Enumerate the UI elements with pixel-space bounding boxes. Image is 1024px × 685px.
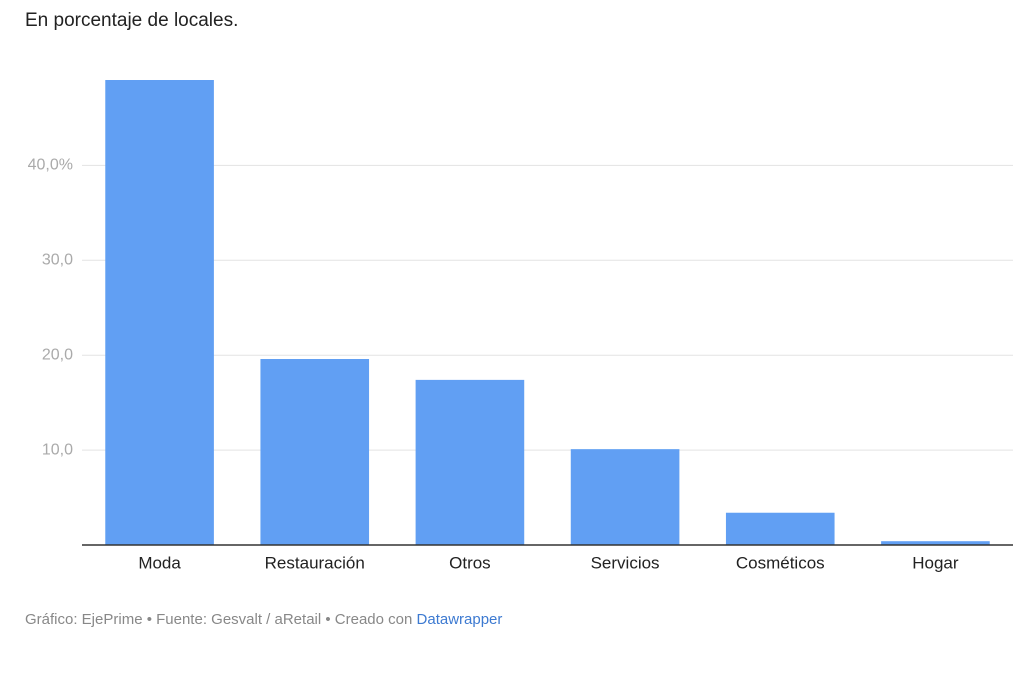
y-tick-label: 10,0 bbox=[42, 441, 73, 458]
bar bbox=[260, 359, 370, 545]
chart-title: En porcentaje de locales. bbox=[25, 10, 238, 31]
x-tick-label: Moda bbox=[138, 553, 181, 572]
footer: Gráfico: EjePrime • Fuente: Gesvalt / aR… bbox=[25, 611, 502, 628]
bar bbox=[415, 379, 525, 545]
bar bbox=[570, 449, 680, 545]
y-tick-label: 20,0 bbox=[42, 346, 73, 363]
y-tick-label: 40,0% bbox=[28, 157, 73, 174]
footer-text: Gráfico: EjePrime • Fuente: Gesvalt / aR… bbox=[25, 611, 412, 628]
x-tick-label: Cosméticos bbox=[736, 553, 825, 572]
bar bbox=[725, 512, 835, 545]
x-tick-label: Hogar bbox=[912, 553, 959, 572]
footer-link[interactable]: Datawrapper bbox=[417, 611, 503, 628]
x-tick-label: Servicios bbox=[591, 553, 660, 572]
y-tick-label: 30,0 bbox=[42, 252, 73, 269]
x-tick-label: Restauración bbox=[265, 553, 365, 572]
bar bbox=[105, 80, 214, 545]
bar bbox=[881, 541, 990, 545]
x-tick-label: Otros bbox=[449, 553, 491, 572]
